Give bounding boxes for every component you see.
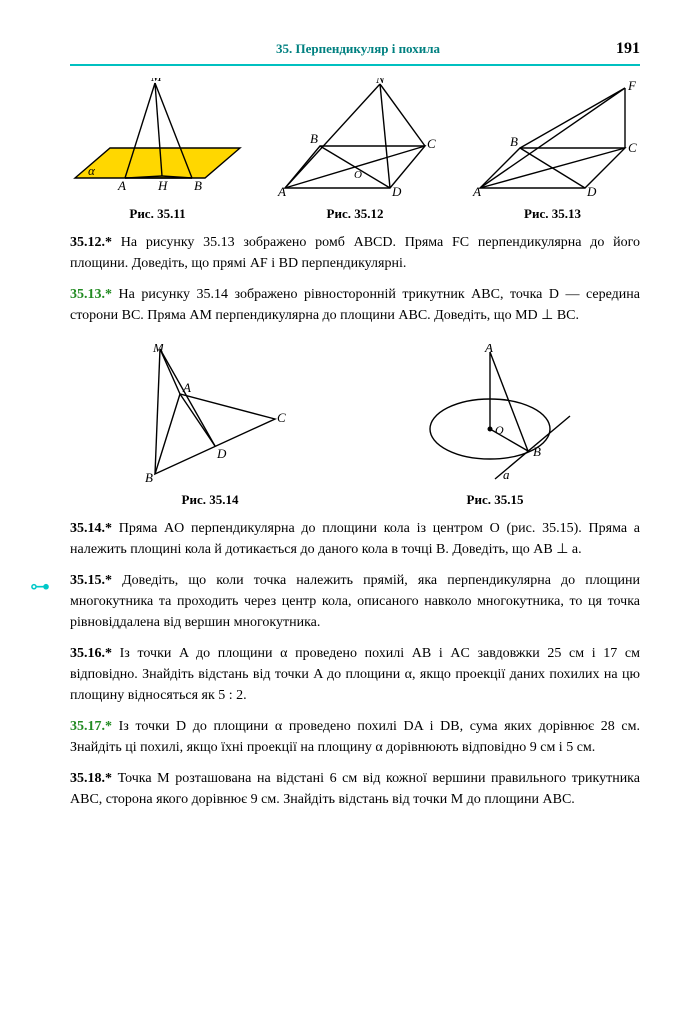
figure-row-top: M A B H α Рис. 35.11 N A B C D (70, 78, 640, 222)
svg-text:D: D (586, 184, 597, 198)
caption-35-12: Рис. 35.12 (270, 206, 440, 222)
header-divider (70, 64, 640, 66)
caption-35-14: Рис. 35.14 (125, 492, 295, 508)
svg-text:B: B (145, 470, 153, 484)
svg-text:D: D (391, 184, 402, 198)
svg-text:C: C (628, 140, 637, 155)
svg-text:D: D (216, 446, 227, 461)
caption-35-13: Рис. 35.13 (465, 206, 640, 222)
figure-35-12: N A B C D O Рис. 35.12 (270, 78, 440, 222)
svg-text:a: a (503, 467, 510, 482)
problem-35-12: 35.12.* На рисунку 35.13 зображено ромб … (70, 232, 640, 274)
svg-text:A: A (277, 184, 286, 198)
svg-text:H: H (157, 178, 168, 193)
svg-text:B: B (510, 134, 518, 149)
svg-text:C: C (427, 136, 436, 151)
svg-text:C: C (277, 410, 286, 425)
problem-35-15: ⊶ 35.15.* Доведіть, що коли точка належи… (70, 570, 640, 633)
svg-text:A: A (117, 178, 126, 193)
problem-num: 35.13.* (70, 287, 112, 302)
figure-row-middle: M A B C D Рис. 35.14 A O B a Рис. (70, 344, 640, 508)
svg-text:M: M (152, 344, 165, 355)
problem-35-18: 35.18.* Точка M розташована на відстані … (70, 768, 640, 810)
svg-text:B: B (310, 131, 318, 146)
svg-text:O: O (495, 423, 504, 437)
problem-text: Точка M розташована на відстані 6 см від… (70, 771, 640, 807)
svg-text:O: O (354, 169, 362, 181)
caption-35-11: Рис. 35.11 (70, 206, 245, 222)
svg-text:N: N (375, 78, 386, 86)
problem-num: 35.17.* (70, 719, 112, 734)
figure-35-13: F A B C D Рис. 35.13 (465, 78, 640, 222)
svg-text:A: A (484, 344, 493, 355)
svg-text:B: B (194, 178, 202, 193)
svg-text:B: B (533, 444, 541, 459)
problem-num: 35.15.* (70, 573, 112, 588)
page-header: 35. Перпендикуляр і похила 191 (70, 40, 640, 58)
svg-text:M: M (150, 78, 163, 84)
problem-num: 35.12.* (70, 235, 112, 250)
problem-35-16: 35.16.* Із точки A до площини α проведен… (70, 643, 640, 706)
page-number: 191 (616, 40, 640, 58)
problem-35-17: 35.17.* Із точки D до площини α проведен… (70, 716, 640, 758)
section-title: 35. Перпендикуляр і похила (100, 41, 616, 57)
svg-text:F: F (627, 78, 637, 93)
figure-35-15: A O B a Рис. 35.15 (405, 344, 585, 508)
problem-text: Із точки D до площини α проведено похилі… (70, 719, 640, 755)
figure-35-14: M A B C D Рис. 35.14 (125, 344, 295, 508)
problem-text: Із точки A до площини α проведено похилі… (70, 646, 640, 703)
problem-num: 35.16.* (70, 646, 112, 661)
key-icon: ⊶ (30, 572, 50, 602)
svg-text:A: A (472, 184, 481, 198)
svg-text:α: α (88, 163, 96, 178)
svg-text:A: A (182, 380, 191, 395)
problem-35-14: 35.14.* Пряма AO перпендикулярна до площ… (70, 518, 640, 560)
problem-text: Доведіть, що коли точка належить прямій,… (70, 573, 640, 630)
caption-35-15: Рис. 35.15 (405, 492, 585, 508)
problem-num: 35.14.* (70, 521, 112, 536)
problem-text: На рисунку 35.14 зображено рівносторонні… (70, 287, 640, 323)
problem-text: Пряма AO перпендикулярна до площини кола… (70, 521, 640, 557)
problem-num: 35.18.* (70, 771, 112, 786)
figure-35-11: M A B H α Рис. 35.11 (70, 78, 245, 222)
problem-text: На рисунку 35.13 зображено ромб ABCD. Пр… (70, 235, 640, 271)
problem-35-13: 35.13.* На рисунку 35.14 зображено рівно… (70, 284, 640, 326)
